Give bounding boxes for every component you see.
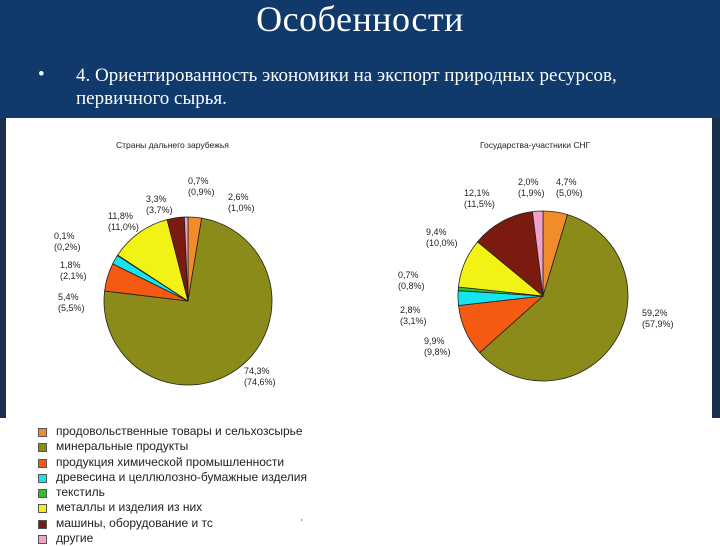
label-cis-wood: 2,8% (3,1%) xyxy=(400,305,427,326)
bullet-symbol: • xyxy=(38,64,45,85)
label-far-machinery: 3,3% (3,7%) xyxy=(146,194,173,215)
chart-title-cis: Государства-участники СНГ xyxy=(480,140,591,150)
legend-label: текстиль xyxy=(56,485,105,500)
legend-swatch xyxy=(38,428,47,437)
slide-title: Особенности xyxy=(256,0,464,39)
legend-swatch xyxy=(38,443,47,453)
pie-slice-metals xyxy=(117,219,189,302)
legend-label: металлы и изделия из них xyxy=(56,500,203,515)
slide-header: Особенности • 4. Ориентированность эконо… xyxy=(0,0,720,118)
legend-swatch xyxy=(38,504,47,514)
pie-slice-other xyxy=(183,216,189,302)
label-cis-mineral: 59,2% (57,9%) xyxy=(642,308,674,329)
decorative-tick xyxy=(301,519,302,521)
legend-label: продукция химической промышленности xyxy=(56,454,285,469)
label-far-chemical: 5,4% (5,5%) xyxy=(58,292,85,313)
legend-swatch xyxy=(38,473,47,483)
label-far-metals: 11,8% (11,0%) xyxy=(108,211,139,232)
legend-label: продовольственные товары и сельхозсырье xyxy=(56,424,303,438)
label-far-textile: 0,1% (0,2%) xyxy=(54,231,81,252)
right-edge-bar xyxy=(712,118,720,418)
legend-label: машины, оборудование и тс xyxy=(56,515,213,530)
pie-slice-other xyxy=(531,210,544,297)
chart-title-far-abroad: Страны дальнего зарубежья xyxy=(116,140,229,150)
legend-swatch xyxy=(38,519,47,529)
label-far-wood: 1,8% (2,1%) xyxy=(60,260,87,281)
legend-swatch xyxy=(38,489,47,499)
legend-label: минеральные продукты xyxy=(56,439,189,454)
label-cis-textile: 0,7% (0,8%) xyxy=(398,270,425,291)
label-far-mineral: 74,3% (74,6%) xyxy=(244,366,276,387)
pie-slice-mineral xyxy=(479,214,629,382)
pie-slice-mineral xyxy=(103,217,273,386)
label-cis-metals: 9,4% (10,0%) xyxy=(426,227,458,248)
legend-label: древесина и целлюлозно-бумажные изделия xyxy=(56,469,307,484)
pie-slice-machinery xyxy=(476,211,544,297)
label-cis-machinery: 12,1% (11,5%) xyxy=(464,188,495,209)
legend-swatch xyxy=(38,458,47,468)
legend-label: другие xyxy=(56,531,94,546)
label-cis-other: 2,0% (1,9%) xyxy=(518,177,545,198)
label-cis-food: 4,7% (5,0%) xyxy=(556,177,583,198)
left-edge-bar xyxy=(0,118,6,418)
label-far-other: 0,7% (0,9%) xyxy=(188,176,215,197)
bullet-text: 4. Ориентированность экономики на экспор… xyxy=(76,65,617,109)
label-cis-chemical: 9,9% (9,8%) xyxy=(424,336,451,357)
label-far-food: 2,6% (1,0%) xyxy=(228,192,255,213)
